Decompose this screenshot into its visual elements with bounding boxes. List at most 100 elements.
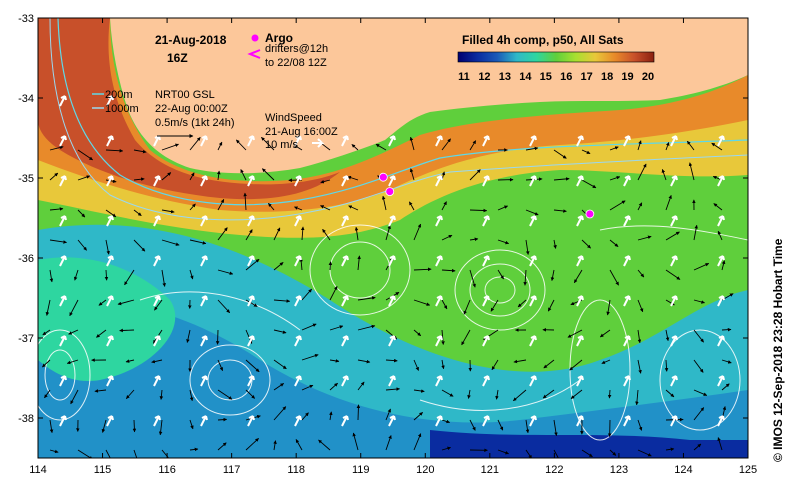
lon-tick-label: 120 bbox=[416, 464, 434, 476]
isobath-200m bbox=[57, 18, 748, 206]
current-vector bbox=[409, 136, 415, 151]
current-vector bbox=[105, 239, 110, 255]
wind-vector bbox=[59, 95, 67, 107]
wind-vector bbox=[576, 255, 584, 267]
current-vector bbox=[243, 192, 247, 211]
wind-vector bbox=[717, 255, 725, 267]
wind-vector bbox=[482, 175, 490, 187]
current-vector bbox=[216, 170, 221, 181]
wind-vector bbox=[294, 295, 302, 307]
wind-vector bbox=[717, 335, 725, 347]
current-vector bbox=[637, 419, 643, 431]
current-vector bbox=[713, 203, 723, 211]
current-vector bbox=[463, 299, 471, 315]
current-vector bbox=[329, 411, 333, 421]
current-vector bbox=[693, 299, 705, 304]
lat-tick-label: -35 bbox=[18, 173, 34, 185]
wind-vector bbox=[341, 415, 349, 427]
current-vector bbox=[525, 449, 532, 458]
current-vector bbox=[693, 407, 705, 421]
current-vector bbox=[189, 239, 207, 245]
current-vector bbox=[570, 389, 583, 399]
current-vector bbox=[119, 328, 135, 333]
wind-vector bbox=[106, 135, 114, 147]
wind-title: WindSpeed bbox=[265, 112, 322, 124]
cold-water-region bbox=[38, 298, 748, 458]
argo-legend-icon bbox=[251, 34, 259, 42]
current-vector bbox=[553, 419, 558, 437]
current-vector bbox=[133, 177, 145, 181]
lon-tick-label: 123 bbox=[610, 464, 628, 476]
current-vector bbox=[348, 205, 359, 211]
wind-vector bbox=[623, 415, 631, 427]
current-vector bbox=[77, 149, 93, 161]
drifters-to-label: to 22/08 12Z bbox=[265, 57, 327, 69]
current-vector bbox=[607, 389, 612, 399]
wind-vector bbox=[717, 415, 725, 427]
current-vector bbox=[665, 231, 680, 241]
current-vector bbox=[717, 230, 723, 241]
current-vector bbox=[189, 172, 195, 181]
wind-vector bbox=[59, 335, 67, 347]
current-vectors bbox=[42, 136, 734, 458]
wind-vector bbox=[247, 335, 255, 347]
current-vector bbox=[94, 389, 107, 393]
wind-vector bbox=[247, 215, 255, 227]
current-vector bbox=[553, 209, 567, 213]
current-vector bbox=[262, 168, 275, 181]
wind-vector bbox=[623, 215, 631, 227]
wind-vector bbox=[529, 135, 537, 147]
wind-vector bbox=[576, 415, 584, 427]
current-vector bbox=[637, 235, 652, 241]
current-vector bbox=[469, 419, 476, 431]
western-shelf-warm bbox=[38, 18, 340, 200]
current-vector bbox=[245, 229, 253, 241]
depth-200-label: 200m bbox=[105, 89, 133, 101]
wind-vector bbox=[529, 175, 537, 187]
current-vector bbox=[300, 226, 305, 241]
current-vector bbox=[49, 449, 59, 454]
current-vector bbox=[69, 299, 79, 317]
wind-vector bbox=[717, 215, 725, 227]
wind-vector bbox=[435, 335, 443, 347]
current-vector bbox=[553, 177, 570, 181]
current-vector bbox=[217, 417, 228, 422]
current-vector bbox=[553, 449, 559, 458]
colorbar-tick-label: 17 bbox=[581, 71, 593, 83]
colorbar-tick-label: 20 bbox=[642, 71, 654, 83]
wind-date: 21-Aug 16:00Z bbox=[265, 126, 338, 138]
current-vector bbox=[98, 299, 107, 306]
current-vector bbox=[133, 209, 142, 217]
current-vector bbox=[301, 288, 313, 301]
current-vector bbox=[413, 359, 419, 371]
current-vector bbox=[356, 404, 361, 421]
current-vector bbox=[329, 382, 338, 391]
wind-vector bbox=[294, 215, 302, 227]
current-vector bbox=[609, 200, 626, 211]
current-vector bbox=[125, 359, 135, 363]
wind-vector bbox=[388, 255, 396, 267]
wind-vector bbox=[435, 215, 443, 227]
wind-vector bbox=[153, 215, 161, 227]
current-vector bbox=[609, 176, 621, 181]
wind-vector bbox=[717, 375, 725, 387]
current-vector bbox=[154, 299, 163, 311]
current-vector bbox=[550, 269, 555, 281]
current-vector bbox=[159, 389, 164, 400]
wind-vector bbox=[294, 255, 302, 267]
current-vector bbox=[581, 149, 591, 154]
argo-legend: Argo drifters@12h to 22/08 12Z bbox=[247, 31, 328, 69]
current-vector bbox=[245, 389, 256, 399]
wind-vector bbox=[670, 175, 678, 187]
current-vector bbox=[322, 228, 331, 241]
wind-vector bbox=[623, 375, 631, 387]
wind-vector bbox=[341, 175, 349, 187]
current-vector bbox=[161, 239, 180, 246]
current-vector bbox=[637, 329, 642, 344]
current-vector bbox=[357, 255, 361, 271]
current-vector bbox=[601, 359, 611, 364]
wind-vector bbox=[200, 215, 208, 227]
current-vector bbox=[599, 329, 611, 338]
argo-legend-label: Argo bbox=[265, 31, 293, 45]
colorbar-tick-label: 18 bbox=[601, 71, 613, 83]
